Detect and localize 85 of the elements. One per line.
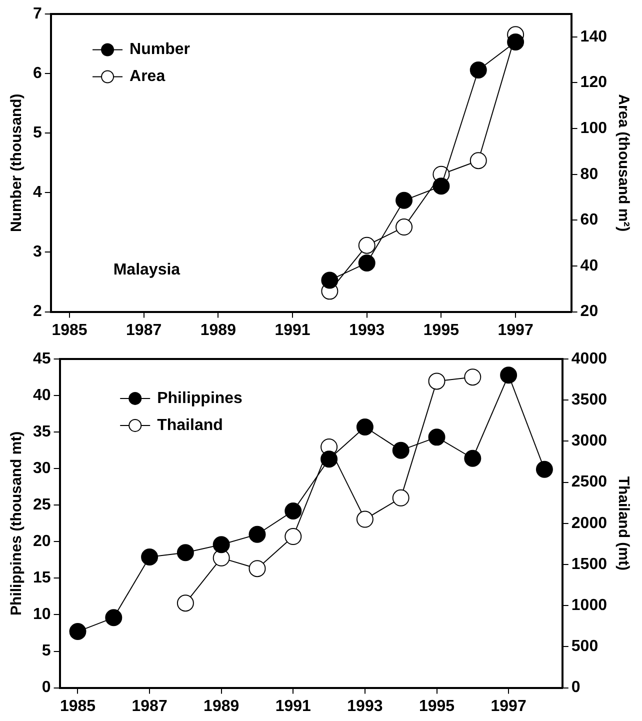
y2-tick-label: 140 <box>580 28 608 46</box>
x-tick-label: 1985 <box>60 698 96 715</box>
y2-tick-label: 100 <box>580 120 608 137</box>
y-tick-label: 5 <box>32 124 42 142</box>
y2-tick-label: 120 <box>580 74 608 92</box>
y2-tick-label: 80 <box>580 166 598 183</box>
x-tick-label: 1995 <box>423 322 460 339</box>
y-tick-label: 2 <box>32 303 42 320</box>
y-axis-title: Number (thousand) <box>8 94 26 232</box>
y-tick-label: 5 <box>42 642 51 660</box>
x-tick-label: 1993 <box>347 698 383 715</box>
y2-tick-label: 1500 <box>571 556 608 573</box>
y-tick-label: 40 <box>33 386 51 404</box>
legend-label: Philippines <box>157 390 243 407</box>
point <box>358 236 376 254</box>
point <box>69 623 86 640</box>
point <box>392 489 410 506</box>
y-tick-label: 4 <box>32 184 42 202</box>
y-axis-title: Philippines (thousand mt) <box>8 431 26 616</box>
y-tick-label: 15 <box>33 570 51 587</box>
y-tick-label: 0 <box>42 679 51 696</box>
x-tick-label: 1989 <box>204 698 240 715</box>
point <box>284 502 302 520</box>
point <box>141 548 158 566</box>
point <box>284 528 302 546</box>
y2-tick-label: 60 <box>580 212 598 229</box>
y-tick-label: 10 <box>33 606 51 624</box>
x-tick-label: 1995 <box>418 698 455 715</box>
y2-tick-label: 4000 <box>571 350 608 368</box>
point <box>248 526 266 543</box>
x-tick-label: 1987 <box>132 698 168 715</box>
point <box>248 560 266 578</box>
point <box>176 594 194 612</box>
y-tick-label: 20 <box>33 533 51 550</box>
point <box>500 366 518 384</box>
y2-tick-label: 3000 <box>571 432 608 450</box>
point <box>470 61 487 78</box>
point <box>428 372 446 390</box>
point <box>105 609 122 626</box>
point <box>428 428 446 446</box>
legend-label: Thailand <box>157 416 223 434</box>
point <box>464 450 482 467</box>
point <box>470 152 487 170</box>
x-tick-label: 1991 <box>274 322 310 339</box>
point <box>176 544 194 562</box>
point <box>432 178 450 195</box>
point <box>464 368 482 386</box>
point <box>356 418 374 436</box>
point <box>356 510 374 528</box>
point <box>536 460 553 478</box>
y-tick-label: 7 <box>32 5 42 22</box>
point <box>396 218 413 236</box>
y2-tick-label: 2000 <box>571 514 608 532</box>
y-tick-label: 6 <box>32 64 42 82</box>
y2-tick-label: 1000 <box>571 597 608 614</box>
y2-tick-label: 2500 <box>571 474 608 491</box>
legend-label: Area <box>130 68 166 86</box>
y-tick-label: 3 <box>32 244 42 261</box>
y2-tick-label: 40 <box>580 257 598 274</box>
x-tick-label: 1989 <box>200 322 236 339</box>
x-tick-label: 1991 <box>275 698 312 715</box>
annotation: Malaysia <box>113 262 180 279</box>
x-tick-label: 1993 <box>349 322 385 339</box>
point <box>358 254 376 272</box>
point <box>321 272 338 289</box>
point <box>212 536 230 554</box>
y2-axis-title: Thailand (mt) <box>614 476 632 570</box>
point <box>396 192 413 209</box>
legend-label: Number <box>130 41 190 58</box>
y2-axis-title: Area (thousand m²) <box>614 94 632 232</box>
y2-tick-label: 3500 <box>571 392 608 409</box>
y-tick-label: 30 <box>33 460 51 478</box>
y2-tick-label: 0 <box>571 679 580 696</box>
y2-tick-label: 20 <box>580 303 598 320</box>
y-tick-label: 45 <box>33 350 51 368</box>
point <box>507 33 524 50</box>
y-tick-label: 35 <box>33 423 51 440</box>
point <box>392 442 410 459</box>
y2-tick-label: 500 <box>571 638 598 656</box>
x-tick-label: 1997 <box>498 322 534 339</box>
y-tick-label: 25 <box>33 496 51 514</box>
x-tick-label: 1997 <box>490 698 526 715</box>
x-tick-label: 1987 <box>126 322 162 339</box>
x-tick-label: 1985 <box>52 322 88 339</box>
point <box>320 450 338 468</box>
